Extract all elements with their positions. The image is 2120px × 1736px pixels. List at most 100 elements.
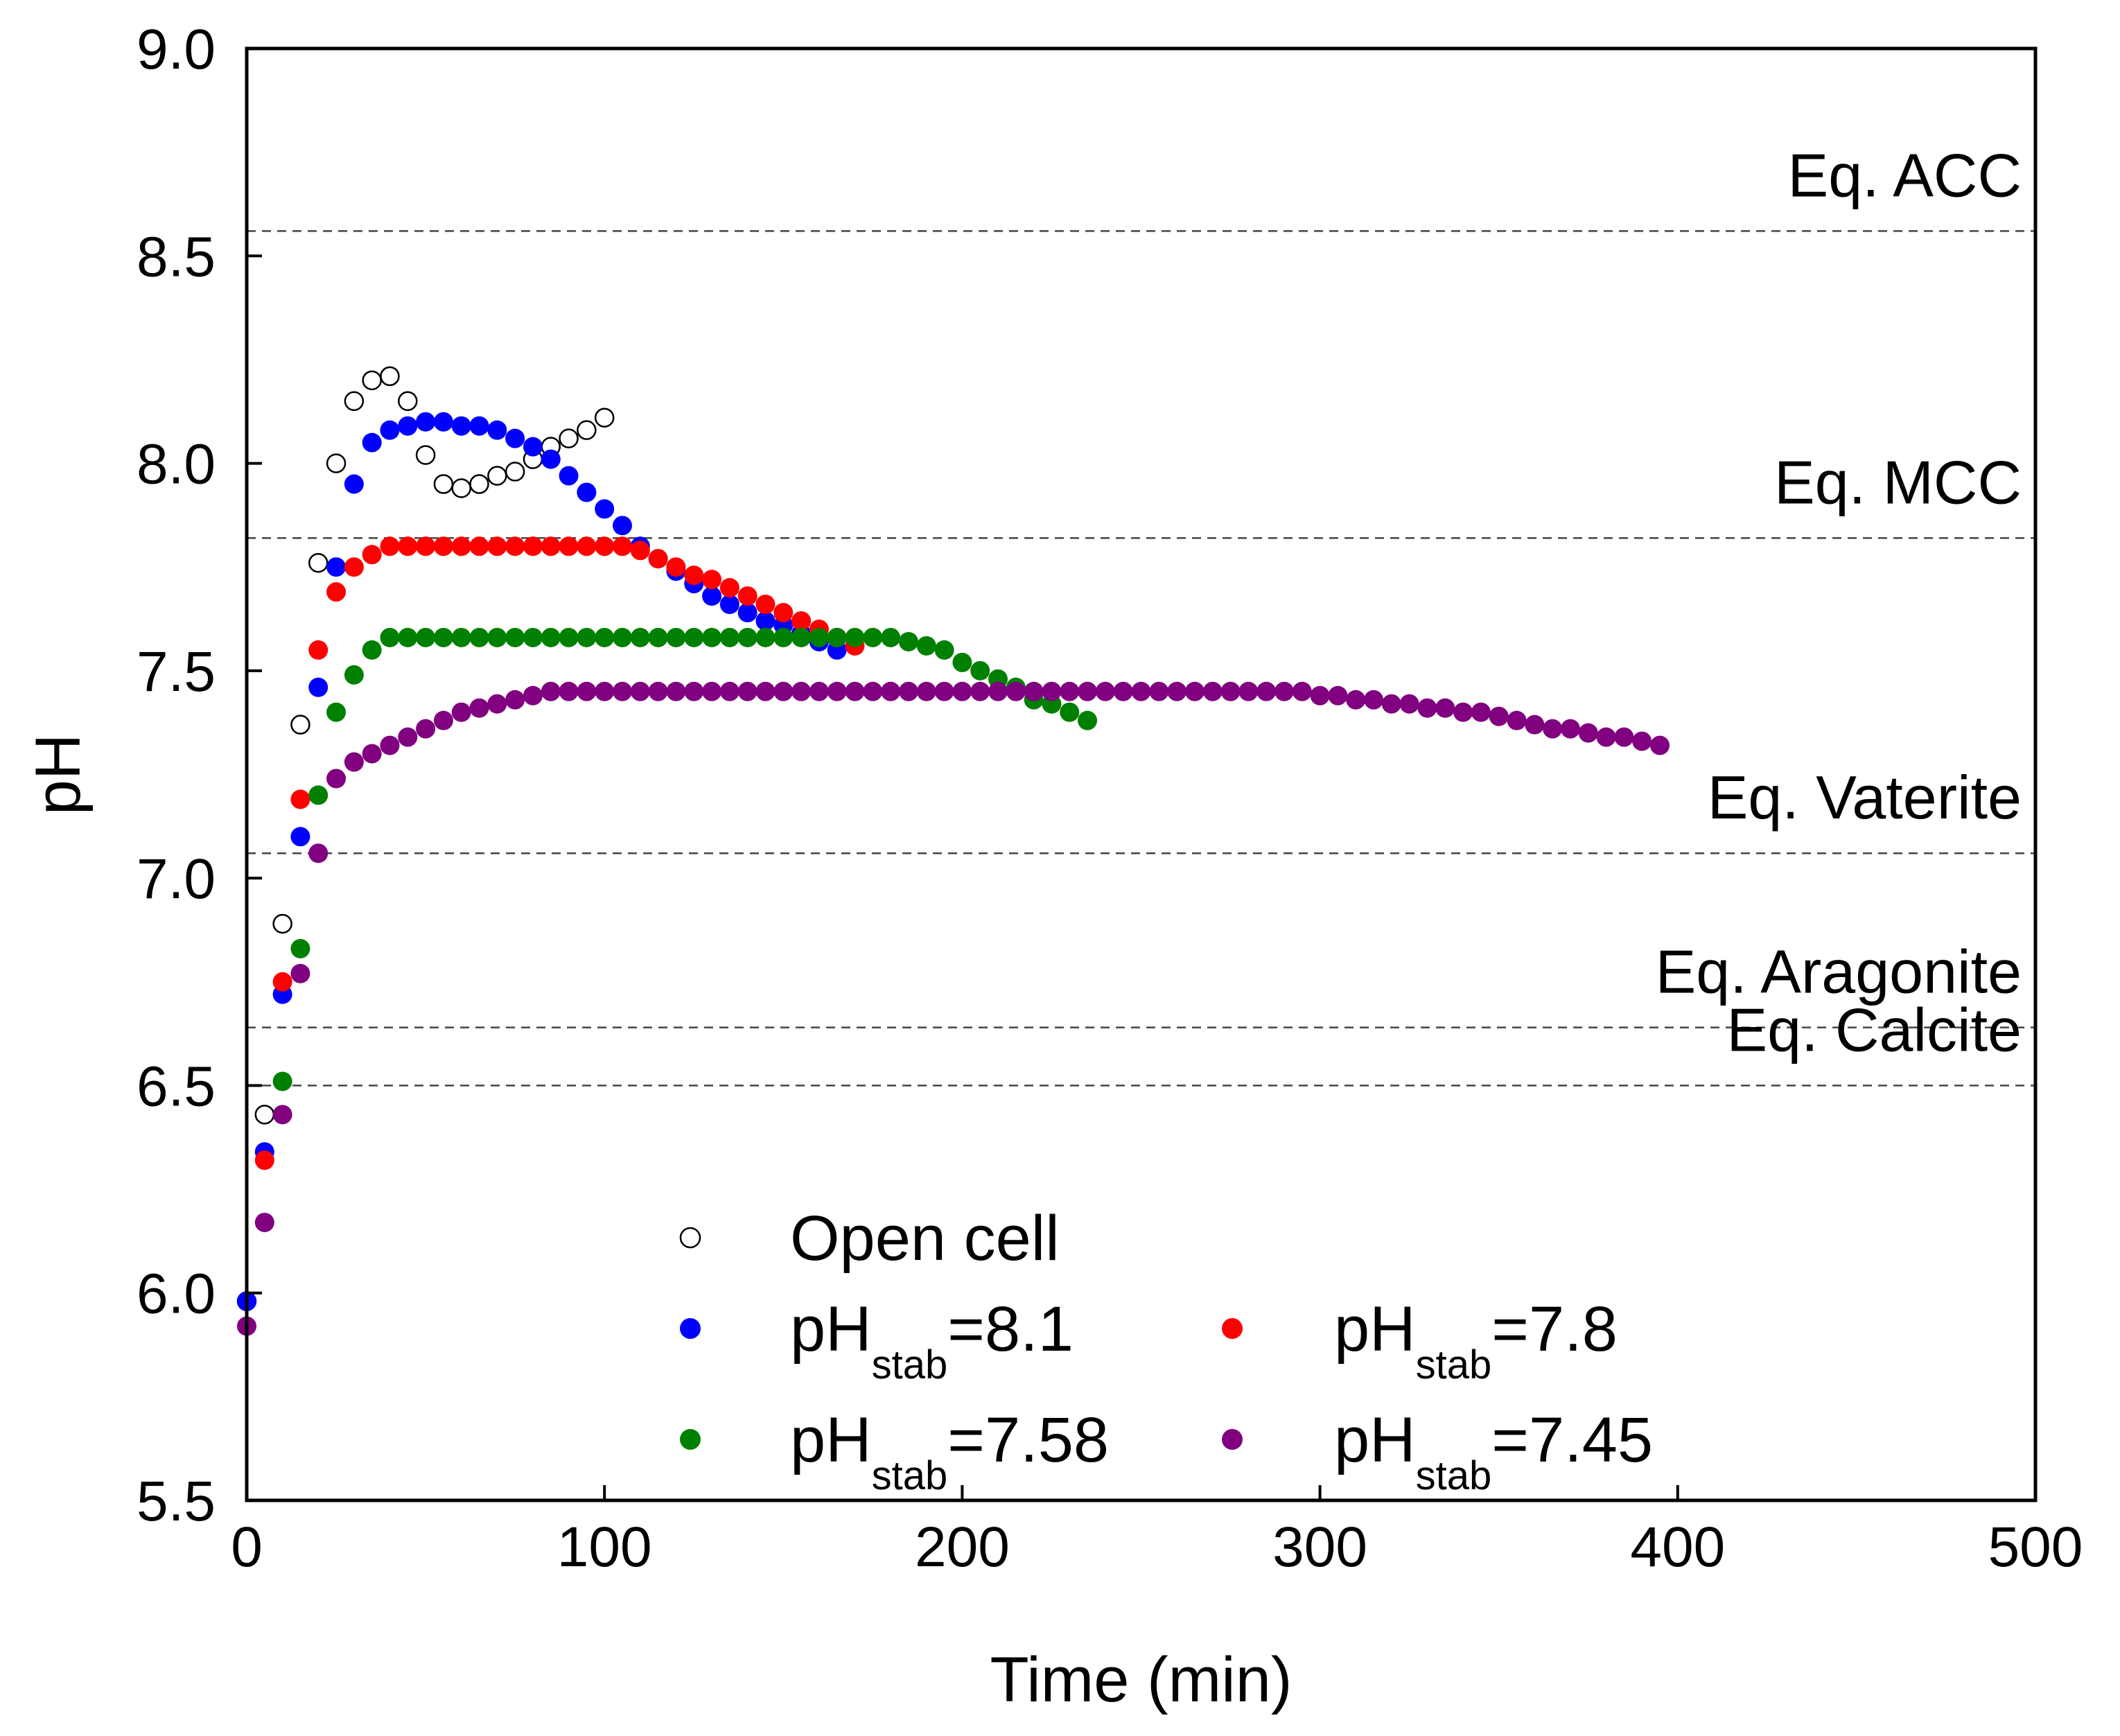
data-point [845,681,865,701]
data-point [326,702,347,722]
y-tick-label: 6.0 [137,1263,216,1326]
data-point [613,536,633,556]
data-point [1184,681,1204,701]
data-point [934,681,954,701]
data-point [1274,681,1294,701]
data-point [1095,681,1115,701]
data-point [737,586,757,606]
data-point [505,690,525,710]
data-point [254,1150,274,1171]
data-point [737,603,757,623]
axis-ticks [245,47,2037,1502]
data-point [1507,710,1527,730]
data-point [559,536,579,556]
data-point [1489,706,1509,726]
data-point [613,627,633,647]
data-point [1149,681,1169,701]
data-point [1006,681,1026,701]
data-point [755,681,776,701]
data-point [469,416,489,436]
data-point [719,595,739,615]
data-point [577,482,597,502]
data-point [344,752,364,772]
data-point [433,627,453,647]
legend-label: pHstab=7.45 [1334,1405,1653,1498]
ref-label-eq-vaterite: Eq. Vaterite [1708,763,2022,832]
legend-item-phstab-8-1: pHstab=8.1 [680,1294,1074,1387]
data-point [380,627,400,647]
data-point [541,627,561,647]
data-point [595,681,615,701]
data-point [970,681,990,701]
data-point [594,407,615,428]
data-point [1453,702,1473,722]
data-point [380,536,400,556]
data-point [1596,727,1616,747]
data-point [505,428,525,448]
data-point [451,702,471,722]
data-point [290,938,310,958]
data-point [1417,698,1437,718]
data-point [1328,685,1348,705]
reference-labels: Eq. ACC Eq. MCC Eq. Vaterite Eq. AragoniteE… [1656,141,2022,1064]
data-point [344,557,364,577]
data-point [845,627,865,647]
data-point [487,466,507,486]
data-point [487,694,507,714]
data-point [415,445,436,465]
data-point [469,474,489,494]
x-tick-label: 0 [231,1516,263,1579]
data-point [952,652,972,672]
data-point [881,681,901,701]
data-point [362,744,382,764]
x-tick-label: 400 [1630,1516,1725,1579]
data-point [487,627,507,647]
data-point [827,681,847,701]
data-point [934,640,954,660]
data-point [433,710,453,730]
data-point [630,541,650,561]
data-point [1381,694,1401,714]
data-point [272,972,292,992]
legend-label: pHstab=7.58 [790,1405,1109,1498]
data-point [577,536,597,556]
data-point [1560,719,1580,739]
data-point [1543,719,1563,739]
legend: Open cell pHstab=8.1 pHstab=7.8 pHstab=7.58… [679,1203,1653,1498]
data-point [1060,681,1080,701]
axis-tick-labels: 0 100 200 300 400 500 5.5 6.0 6.5 7.0 7.5 8.0 8.5 9.0 [137,18,2083,1579]
data-point [809,627,829,647]
data-point [755,611,776,631]
data-point [362,640,382,660]
series-phstab-7-45 [237,681,1670,1336]
data-point [666,681,686,701]
data-point [308,677,328,697]
y-tick-label: 8.0 [137,433,216,496]
data-point [469,698,489,718]
data-point [1131,681,1151,701]
data-point [1346,690,1366,710]
data-point [272,1071,292,1091]
data-point [1364,690,1384,710]
legend-marker [1222,1318,1243,1339]
data-point [630,627,650,647]
data-point [988,681,1008,701]
data-point [1167,681,1187,701]
data-point [344,391,365,412]
data-point [916,681,936,701]
data-point [613,681,633,701]
data-point [702,570,722,590]
data-point [541,536,561,556]
y-tick-label: 7.5 [137,640,216,703]
data-point [648,549,668,569]
data-point [684,681,704,701]
data-point [898,681,918,701]
data-point [559,428,579,448]
data-point [254,1105,275,1125]
data-point [881,627,901,647]
data-point [773,627,794,647]
data-point [1632,731,1652,751]
data-point [505,536,525,556]
data-point [737,681,757,701]
data-point [595,627,615,647]
